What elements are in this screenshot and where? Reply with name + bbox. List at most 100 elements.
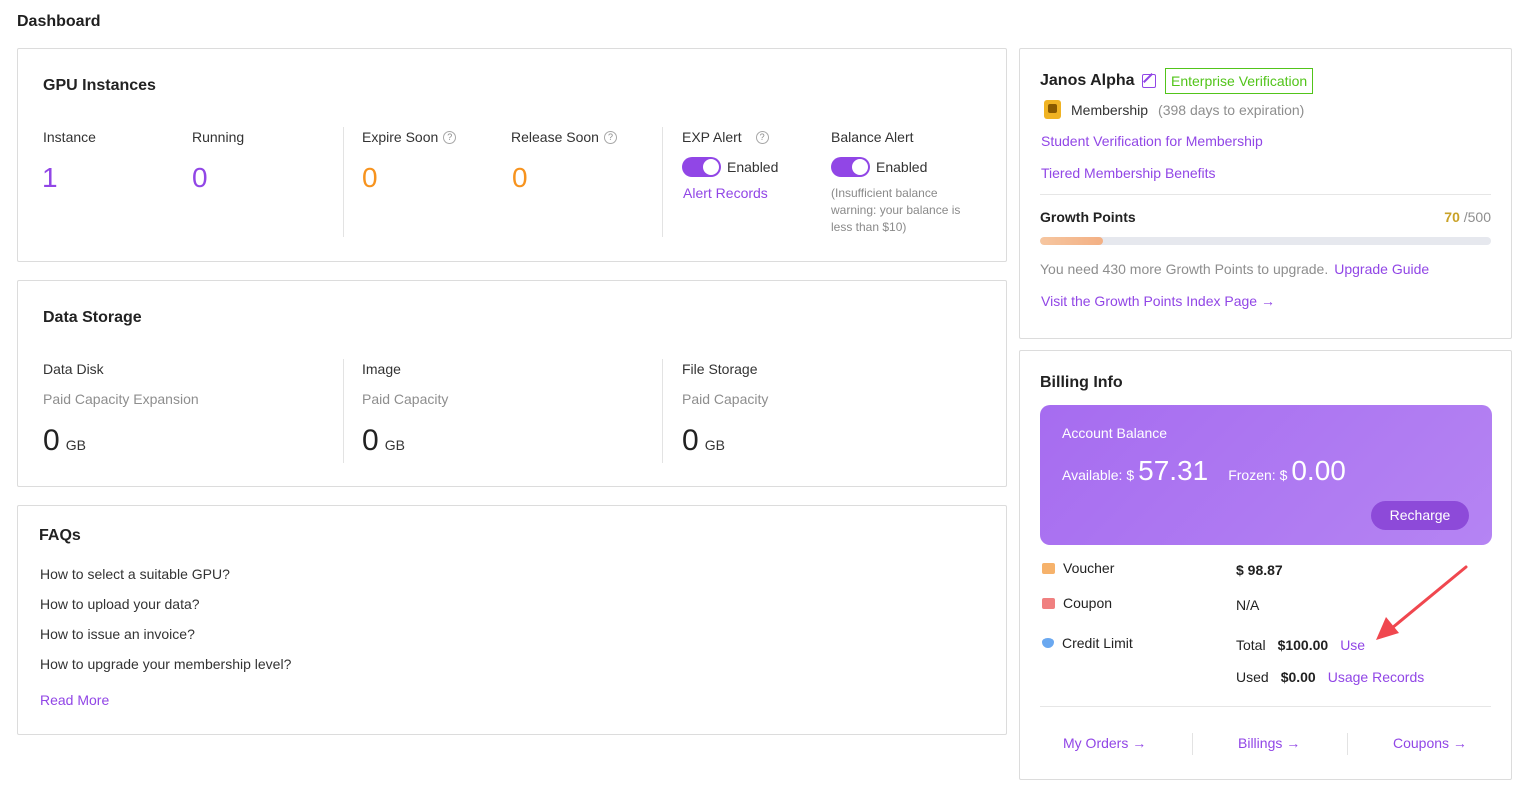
faq-item[interactable]: How to select a suitable GPU? bbox=[40, 566, 230, 582]
coupon-label: Coupon bbox=[1063, 595, 1113, 611]
exp-alert-toggle[interactable] bbox=[682, 157, 721, 177]
upgrade-row: You need 430 more Growth Points to upgra… bbox=[1040, 261, 1429, 277]
data-storage-card: Data Storage Data Disk Paid Capacity Exp… bbox=[17, 280, 1007, 487]
faq-card: FAQs How to select a suitable GPU? How t… bbox=[17, 505, 1007, 735]
image-value: 0 GB bbox=[362, 424, 405, 458]
running-label: Running bbox=[192, 129, 245, 145]
frozen-value: 0.00 bbox=[1291, 455, 1346, 486]
total-value: $100.00 bbox=[1277, 637, 1329, 653]
voucher-label-row: Voucher bbox=[1042, 560, 1114, 576]
exp-alert-toggle-row: Enabled bbox=[682, 157, 778, 177]
instance-count[interactable]: 1 bbox=[42, 162, 58, 193]
image-unit: GB bbox=[384, 437, 405, 453]
credit-total-row: Total $100.00 Use bbox=[1236, 637, 1365, 653]
growth-points-value: 70 /500 bbox=[1444, 209, 1491, 225]
balance-alert-state: Enabled bbox=[876, 159, 928, 175]
membership-label: Membership bbox=[1071, 101, 1149, 118]
release-soon-label: Release Soon ? bbox=[511, 129, 617, 145]
profile-card: Janos Alpha Enterprise Verification Memb… bbox=[1019, 48, 1512, 339]
upgrade-guide-link[interactable]: Upgrade Guide bbox=[1334, 261, 1430, 277]
data-disk-sub: Paid Capacity Expansion bbox=[43, 391, 199, 407]
data-disk-number: 0 bbox=[43, 424, 60, 457]
balance-row: Available: $ 57.31 Frozen: $ 0.00 bbox=[1062, 455, 1346, 487]
voucher-value: $ 98.87 bbox=[1236, 562, 1283, 578]
faq-item[interactable]: How to upload your data? bbox=[40, 596, 200, 612]
total-label: Total bbox=[1236, 637, 1266, 653]
divider bbox=[662, 359, 663, 463]
divider bbox=[343, 359, 344, 463]
billing-info-card: Billing Info Account Balance Available: … bbox=[1019, 350, 1512, 780]
membership-badge-icon bbox=[1044, 100, 1061, 119]
data-disk-value: 0 GB bbox=[43, 424, 86, 458]
expire-soon-count[interactable]: 0 bbox=[362, 162, 378, 193]
credit-limit-label-row: Credit Limit bbox=[1042, 635, 1133, 651]
balance-alert-toggle-row: Enabled bbox=[831, 157, 927, 177]
credit-used-row: Used $0.00 Usage Records bbox=[1236, 669, 1424, 685]
divider bbox=[1040, 194, 1491, 195]
help-icon[interactable]: ? bbox=[603, 130, 617, 144]
image-sub: Paid Capacity bbox=[362, 391, 449, 407]
account-balance-panel: Account Balance Available: $ 57.31 Froze… bbox=[1040, 405, 1492, 545]
upgrade-text: You need 430 more Growth Points to upgra… bbox=[1040, 261, 1329, 277]
balance-alert-label: Balance Alert bbox=[831, 129, 914, 145]
growth-points-current: 70 bbox=[1444, 209, 1460, 225]
voucher-label: Voucher bbox=[1063, 560, 1115, 576]
file-storage-label: File Storage bbox=[682, 361, 758, 377]
voucher-icon bbox=[1042, 562, 1055, 574]
file-storage-number: 0 bbox=[682, 424, 699, 457]
growth-points-label: Growth Points bbox=[1040, 209, 1136, 225]
divider bbox=[662, 127, 663, 237]
file-storage-value: 0 GB bbox=[682, 424, 725, 458]
help-icon[interactable]: ? bbox=[443, 130, 457, 144]
file-storage-unit: GB bbox=[704, 437, 725, 453]
divider bbox=[1192, 733, 1193, 755]
account-balance-label: Account Balance bbox=[1062, 425, 1168, 441]
tiered-benefits-link[interactable]: Tiered Membership Benefits bbox=[1041, 165, 1216, 181]
image-number: 0 bbox=[362, 424, 379, 457]
file-storage-sub: Paid Capacity bbox=[682, 391, 769, 407]
credit-limit-label: Credit Limit bbox=[1062, 635, 1133, 651]
page-title: Dashboard bbox=[17, 13, 101, 30]
release-soon-count[interactable]: 0 bbox=[512, 162, 528, 193]
exp-alert-state: Enabled bbox=[727, 159, 779, 175]
billings-link[interactable]: Billings → bbox=[1238, 735, 1301, 751]
coupons-link[interactable]: Coupons → bbox=[1393, 735, 1467, 751]
divider bbox=[1040, 706, 1491, 707]
divider bbox=[1347, 733, 1348, 755]
faq-card-title: FAQs bbox=[39, 527, 81, 544]
data-disk-label: Data Disk bbox=[43, 361, 104, 377]
user-name: Janos Alpha bbox=[1040, 72, 1135, 89]
alert-records-link[interactable]: Alert Records bbox=[683, 185, 768, 201]
divider bbox=[343, 127, 344, 237]
available-label: Available: $ bbox=[1062, 467, 1135, 483]
growth-index-link[interactable]: Visit the Growth Points Index Page → bbox=[1041, 293, 1275, 309]
read-more-link[interactable]: Read More bbox=[40, 692, 110, 708]
gpu-instances-card: GPU Instances Instance 1 Running 0 Expir… bbox=[17, 48, 1007, 262]
usage-records-link[interactable]: Usage Records bbox=[1327, 669, 1425, 685]
enterprise-verification-badge[interactable]: Enterprise Verification bbox=[1165, 68, 1314, 94]
data-disk-unit: GB bbox=[65, 437, 86, 453]
recharge-button[interactable]: Recharge bbox=[1371, 501, 1469, 530]
use-credit-link[interactable]: Use bbox=[1340, 637, 1366, 653]
faq-item[interactable]: How to upgrade your membership level? bbox=[40, 656, 292, 672]
available-value: 57.31 bbox=[1138, 455, 1209, 486]
growth-progress-bar bbox=[1040, 237, 1491, 245]
gpu-card-title: GPU Instances bbox=[43, 77, 156, 94]
exp-alert-text: EXP Alert bbox=[682, 129, 742, 145]
help-icon[interactable]: ? bbox=[755, 130, 769, 144]
running-count[interactable]: 0 bbox=[192, 162, 208, 193]
exp-alert-label: EXP Alert ? bbox=[682, 129, 769, 145]
coupon-value: N/A bbox=[1236, 597, 1260, 613]
expire-soon-label: Expire Soon ? bbox=[362, 129, 457, 145]
storage-card-title: Data Storage bbox=[43, 309, 142, 326]
balance-alert-toggle[interactable] bbox=[831, 157, 870, 177]
image-label: Image bbox=[362, 361, 401, 377]
coupon-icon bbox=[1042, 597, 1055, 609]
instance-label: Instance bbox=[43, 129, 96, 145]
student-verification-link[interactable]: Student Verification for Membership bbox=[1041, 133, 1263, 149]
my-orders-link[interactable]: My Orders → bbox=[1063, 735, 1147, 751]
faq-item[interactable]: How to issue an invoice? bbox=[40, 626, 195, 642]
membership-row: Membership (398 days to expiration) bbox=[1044, 100, 1304, 119]
edit-icon[interactable] bbox=[1142, 74, 1156, 88]
release-soon-text: Release Soon bbox=[511, 129, 599, 145]
